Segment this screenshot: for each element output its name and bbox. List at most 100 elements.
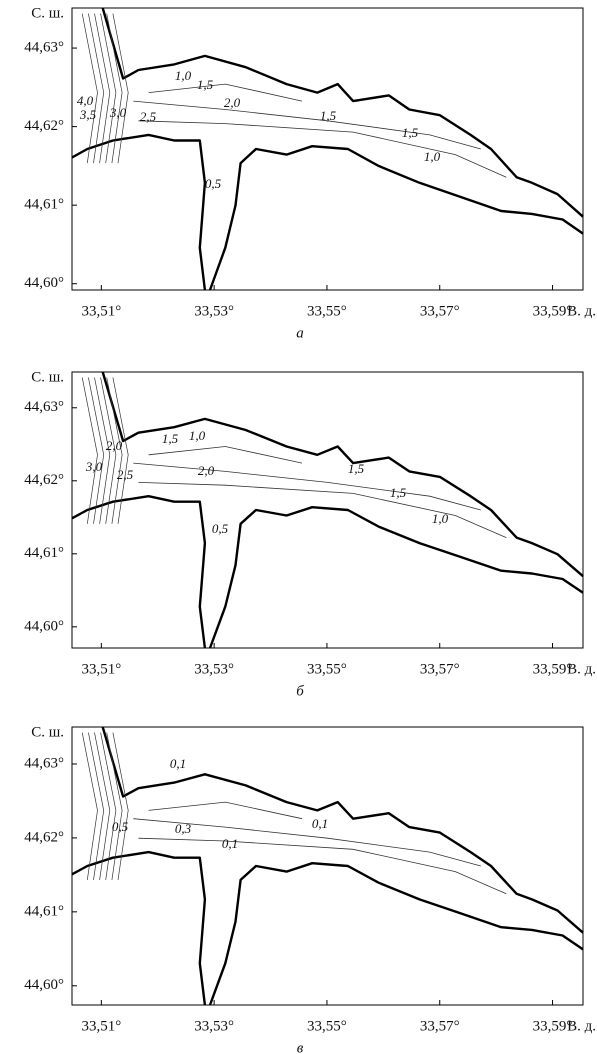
panel-letter: в bbox=[297, 1040, 304, 1054]
panel-letter: б bbox=[296, 683, 304, 699]
contour-label: 0,5 bbox=[205, 176, 222, 191]
coastline bbox=[71, 495, 207, 649]
coastline bbox=[208, 506, 584, 649]
coastline bbox=[71, 133, 207, 291]
map-frame bbox=[71, 371, 584, 649]
contour-label: 0,1 bbox=[222, 836, 238, 851]
isoline bbox=[100, 13, 117, 164]
contour-label: 1,0 bbox=[432, 511, 449, 526]
x-tick-label: 33,57° bbox=[420, 661, 460, 677]
isoline bbox=[106, 377, 123, 524]
y-tick-label: 44,63° bbox=[24, 399, 64, 415]
contour-label: 1,5 bbox=[320, 108, 337, 123]
isoline bbox=[81, 377, 98, 524]
contour-label: 0,1 bbox=[312, 816, 328, 831]
x-tick-label: 33,59° bbox=[533, 1018, 573, 1034]
isoline bbox=[112, 13, 129, 164]
y-tick-label: 44,60° bbox=[24, 618, 64, 634]
y-tick-label: 44,60° bbox=[24, 977, 64, 993]
contour-label: 1,0 bbox=[189, 428, 206, 443]
x-tick-label: 33,55° bbox=[307, 303, 347, 319]
x-axis-label: В. д. bbox=[567, 303, 596, 319]
isoline bbox=[112, 732, 129, 880]
x-tick-label: 33,51° bbox=[81, 1018, 121, 1034]
contour-label: 3,0 bbox=[109, 105, 127, 120]
contour-label: 1,5 bbox=[390, 485, 407, 500]
y-tick-label: 44,61° bbox=[24, 903, 64, 919]
contour-label: 3,0 bbox=[85, 459, 103, 474]
isoline bbox=[148, 83, 303, 102]
isoline bbox=[133, 818, 481, 867]
coastline bbox=[101, 726, 584, 934]
y-axis-label: С. ш. bbox=[31, 369, 64, 385]
y-tick-label: 44,62° bbox=[24, 118, 64, 134]
isoline bbox=[88, 377, 105, 524]
y-axis-label: С. ш. bbox=[31, 5, 64, 21]
x-tick-label: 33,57° bbox=[420, 303, 460, 319]
x-tick-label: 33,53° bbox=[194, 661, 234, 677]
isoline bbox=[133, 100, 481, 150]
contour-label: 4,0 bbox=[77, 93, 94, 108]
y-axis-label: С. ш. bbox=[31, 724, 64, 740]
contour-label: 2,0 bbox=[198, 463, 215, 478]
y-tick-label: 44,61° bbox=[24, 197, 64, 213]
y-tick-label: 44,63° bbox=[24, 755, 64, 771]
x-tick-label: 33,53° bbox=[194, 303, 234, 319]
contour-label: 0,1 bbox=[170, 756, 186, 771]
coastline bbox=[101, 371, 584, 578]
contour-label: 2,5 bbox=[140, 109, 157, 124]
map-frame bbox=[71, 7, 584, 291]
coastline bbox=[208, 145, 584, 291]
contour-label: 0,5 bbox=[112, 819, 129, 834]
isoline bbox=[138, 837, 507, 895]
isoline bbox=[106, 13, 123, 164]
contour-label: 1,5 bbox=[197, 77, 214, 92]
y-tick-label: 44,60° bbox=[24, 275, 64, 291]
isoline bbox=[133, 462, 481, 511]
contour-label: 1,0 bbox=[175, 68, 192, 83]
isoline bbox=[148, 446, 303, 464]
x-tick-label: 33,55° bbox=[307, 1018, 347, 1034]
isoline bbox=[100, 732, 117, 880]
x-tick-label: 33,55° bbox=[307, 661, 347, 677]
contour-label: 1,5 bbox=[348, 461, 365, 476]
isoline bbox=[81, 13, 98, 164]
contour-label: 0,3 bbox=[175, 821, 192, 836]
contour-label: 1,5 bbox=[402, 125, 419, 140]
contour-label: 3,5 bbox=[79, 107, 97, 122]
isoline bbox=[94, 732, 111, 880]
panel-letter: а bbox=[296, 325, 304, 341]
x-tick-label: 33,53° bbox=[194, 1018, 234, 1034]
coastline bbox=[71, 850, 207, 1006]
map-panel: 33,51° 33,53° 33,55° 33,57° 33,59° 44,60° 44,6… bbox=[24, 369, 596, 699]
map-panel: 33,51° 33,53° 33,55° 33,57° 33,59° 44,60° 44,6… bbox=[24, 5, 596, 341]
y-tick-label: 44,62° bbox=[24, 829, 64, 845]
map-panel: 33,51° 33,53° 33,55° 33,57° 33,59° 44,60° 44,6… bbox=[24, 724, 596, 1054]
y-tick-label: 44,62° bbox=[24, 472, 64, 488]
coastline bbox=[101, 7, 584, 218]
contour-label: 2,5 bbox=[117, 467, 134, 482]
isoline bbox=[138, 120, 507, 178]
coastline bbox=[208, 862, 584, 1006]
map-frame bbox=[71, 726, 584, 1006]
y-tick-label: 44,61° bbox=[24, 545, 64, 561]
isoline bbox=[88, 13, 105, 164]
isoline bbox=[88, 732, 105, 880]
x-tick-label: 33,59° bbox=[533, 661, 573, 677]
x-axis-label: В. д. bbox=[567, 661, 596, 677]
x-tick-label: 33,57° bbox=[420, 1018, 460, 1034]
isoline bbox=[106, 732, 123, 880]
y-tick-label: 44,63° bbox=[24, 39, 64, 55]
contour-label: 0,5 bbox=[212, 521, 229, 536]
x-tick-label: 33,51° bbox=[81, 303, 121, 319]
x-tick-label: 33,51° bbox=[81, 661, 121, 677]
isoline bbox=[81, 732, 98, 880]
isoline bbox=[100, 377, 117, 524]
x-axis-label: В. д. bbox=[567, 1018, 596, 1034]
isoline bbox=[94, 13, 111, 164]
x-tick-label: 33,59° bbox=[533, 303, 573, 319]
isoline bbox=[94, 377, 111, 524]
isoline bbox=[112, 377, 129, 524]
